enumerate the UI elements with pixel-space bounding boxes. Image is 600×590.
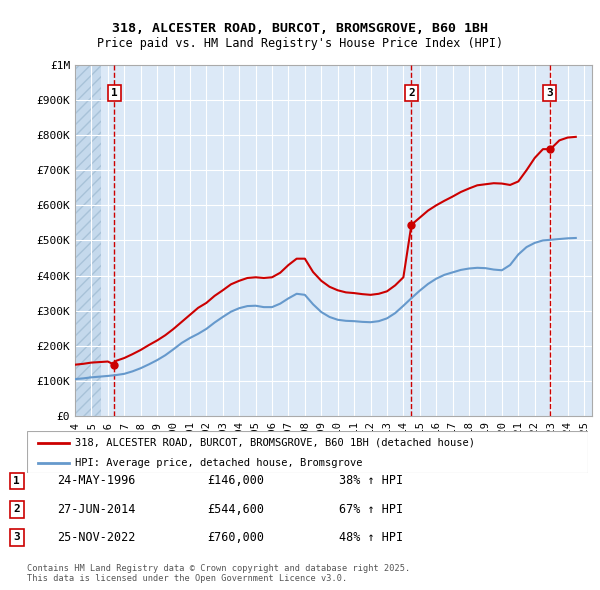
Text: 3: 3 <box>546 88 553 98</box>
Text: £146,000: £146,000 <box>207 474 264 487</box>
Text: 3: 3 <box>13 533 20 542</box>
Bar <box>75 65 101 416</box>
Text: 48% ↑ HPI: 48% ↑ HPI <box>339 531 403 544</box>
Bar <box>75 65 101 416</box>
Text: Price paid vs. HM Land Registry's House Price Index (HPI): Price paid vs. HM Land Registry's House … <box>97 37 503 50</box>
Text: Contains HM Land Registry data © Crown copyright and database right 2025.
This d: Contains HM Land Registry data © Crown c… <box>27 563 410 583</box>
Text: 27-JUN-2014: 27-JUN-2014 <box>57 503 136 516</box>
FancyBboxPatch shape <box>27 431 588 473</box>
Text: 24-MAY-1996: 24-MAY-1996 <box>57 474 136 487</box>
Text: 318, ALCESTER ROAD, BURCOT, BROMSGROVE, B60 1BH (detached house): 318, ALCESTER ROAD, BURCOT, BROMSGROVE, … <box>74 438 475 448</box>
Text: £544,600: £544,600 <box>207 503 264 516</box>
Text: 1: 1 <box>111 88 118 98</box>
Text: HPI: Average price, detached house, Bromsgrove: HPI: Average price, detached house, Brom… <box>74 458 362 467</box>
Text: 25-NOV-2022: 25-NOV-2022 <box>57 531 136 544</box>
Text: 38% ↑ HPI: 38% ↑ HPI <box>339 474 403 487</box>
Text: 1: 1 <box>13 476 20 486</box>
Text: 2: 2 <box>13 504 20 514</box>
Text: £760,000: £760,000 <box>207 531 264 544</box>
Text: 318, ALCESTER ROAD, BURCOT, BROMSGROVE, B60 1BH: 318, ALCESTER ROAD, BURCOT, BROMSGROVE, … <box>112 22 488 35</box>
Text: 2: 2 <box>408 88 415 98</box>
Text: 67% ↑ HPI: 67% ↑ HPI <box>339 503 403 516</box>
